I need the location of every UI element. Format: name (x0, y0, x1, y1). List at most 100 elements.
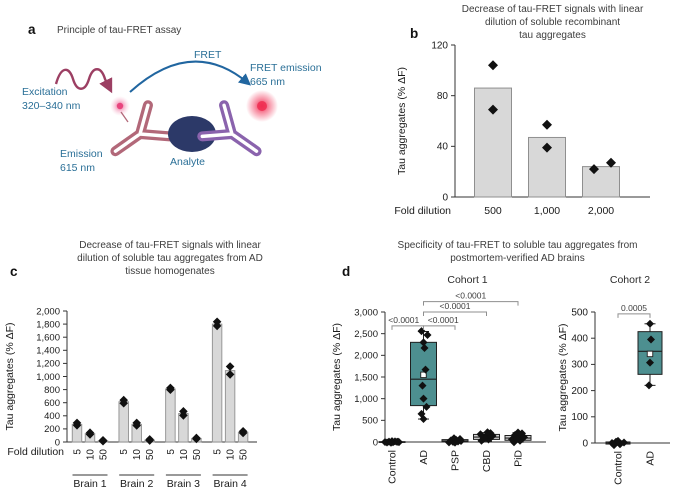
y-axis-label: Tau aggregates (% ΔF) (396, 67, 408, 175)
category-label: PSP (450, 450, 462, 471)
dilution-tick-label: 10 (86, 449, 97, 461)
y-tick-label: 400 (44, 411, 60, 422)
data-point-marker (476, 430, 485, 439)
category-label: PiD (513, 450, 525, 467)
excitation-wave-arrow (54, 68, 113, 94)
group-label: Brain 2 (120, 478, 153, 490)
panel-d-title: Specificity of tau-FRET to soluble tau a… (397, 240, 638, 264)
acceptor-antibody (197, 100, 262, 157)
data-point-marker (212, 317, 222, 327)
data-point-marker (145, 435, 154, 444)
significance-bracket (423, 311, 487, 316)
significance-bracket (391, 325, 424, 330)
significance-bracket (423, 325, 456, 330)
data-point-marker (423, 330, 432, 339)
group-label: Brain 3 (167, 478, 200, 490)
y-tick-label: 1,600 (36, 333, 60, 344)
y-tick-label: 600 (44, 398, 60, 409)
analyte-shape (168, 116, 216, 152)
dilution-tick-label: 5 (119, 449, 130, 455)
donor-fluorophore-linker (120, 111, 129, 123)
data-point-marker (419, 394, 428, 403)
excitation-label: Excitation 320–340 nm (22, 86, 81, 112)
y-axis-label: Tau aggregates (% ΔF) (4, 323, 16, 431)
y-tick-label: 1,800 (36, 319, 60, 330)
donor-fluorophore (116, 102, 124, 110)
data-point-marker (420, 343, 429, 352)
y-tick-label: 100 (571, 412, 588, 423)
y-tick-label: 500 (362, 416, 378, 427)
y-tick-label: 120 (431, 40, 448, 51)
category-label: Control (613, 451, 625, 485)
bar-chart-brain-homogenates: 0 200 400 600 800 1,000 1,200 1,400 1,600 1,800 2,… (4, 306, 257, 490)
x-axis-label: Fold dilution (7, 446, 64, 458)
data-point-marker (238, 426, 248, 436)
data-point-marker (488, 431, 497, 440)
analyte-label: Analyte (170, 156, 206, 168)
y-tick-label: 2,000 (354, 351, 378, 362)
y-tick-label: 300 (571, 360, 588, 371)
y-tick-label: 1,200 (36, 359, 60, 370)
y-tick-label: 3,000 (354, 307, 378, 318)
data-point-marker (488, 104, 498, 115)
data-point-marker (394, 437, 402, 446)
category-label: Control (387, 450, 399, 484)
significance-bracket (617, 313, 651, 318)
mean-marker (646, 350, 654, 358)
p-value-label: <0.0001 (455, 291, 486, 301)
data-point-marker (483, 428, 492, 437)
dilution-tick-label: 5 (73, 449, 84, 455)
data-point-marker (422, 402, 431, 411)
data-point-marker (645, 381, 653, 390)
data-point-marker (387, 438, 395, 447)
panel-c-label: c (10, 264, 18, 279)
emission-label: Emission 615 nm (60, 148, 103, 174)
data-point-marker (419, 338, 428, 347)
data-point-marker (542, 142, 552, 153)
panel-b-title: Decrease of tau-FRET signals with linear… (461, 4, 644, 41)
y-axis-label: Tau aggregates (% ΔF) (331, 323, 343, 431)
significance-bracket (423, 301, 519, 306)
y-tick-label: 200 (44, 424, 60, 435)
category-label: AD (418, 450, 430, 465)
data-point-marker (646, 358, 654, 367)
data-point-marker (456, 435, 464, 444)
y-tick-label: 200 (571, 386, 588, 397)
x-tick-label: 2,000 (588, 205, 614, 217)
data-point-marker (589, 164, 599, 175)
x-tick-label: 1,000 (534, 205, 560, 217)
data-point-marker (614, 436, 622, 445)
category-label: CBD (481, 450, 493, 473)
fret-emission-core (257, 101, 267, 111)
data-point-marker (72, 418, 82, 428)
panel-d-label: d (342, 264, 351, 279)
p-value-label: <0.0001 (388, 315, 419, 325)
data-point-marker (453, 436, 461, 445)
panel-a-label: a (28, 22, 36, 37)
y-tick-label: 800 (44, 385, 60, 396)
data-point-marker (647, 335, 655, 344)
fret-diagram (54, 60, 278, 157)
cohort1-subtitle: Cohort 1 (447, 274, 488, 286)
y-tick-label: 1,000 (36, 372, 60, 383)
y-tick-label: 0 (582, 438, 588, 449)
y-tick-label: 0 (55, 437, 60, 448)
group-label: Brain 1 (73, 478, 106, 490)
y-tick-label: 2,000 (36, 306, 60, 317)
group-label: Brain 4 (213, 478, 246, 490)
y-tick-label: 1,000 (354, 394, 378, 405)
data-point-marker (514, 428, 522, 437)
data-point-marker (179, 407, 188, 416)
p-value-label: 0.0005 (621, 303, 647, 313)
data-point-marker (513, 434, 521, 443)
p-value-label: <0.0001 (428, 315, 459, 325)
data-point-marker (421, 365, 430, 374)
category-label: AD (645, 451, 657, 466)
data-point-marker (419, 415, 428, 424)
y-tick-label: 500 (571, 307, 588, 318)
data-point-marker (85, 428, 95, 437)
y-tick-label: 80 (437, 91, 449, 102)
